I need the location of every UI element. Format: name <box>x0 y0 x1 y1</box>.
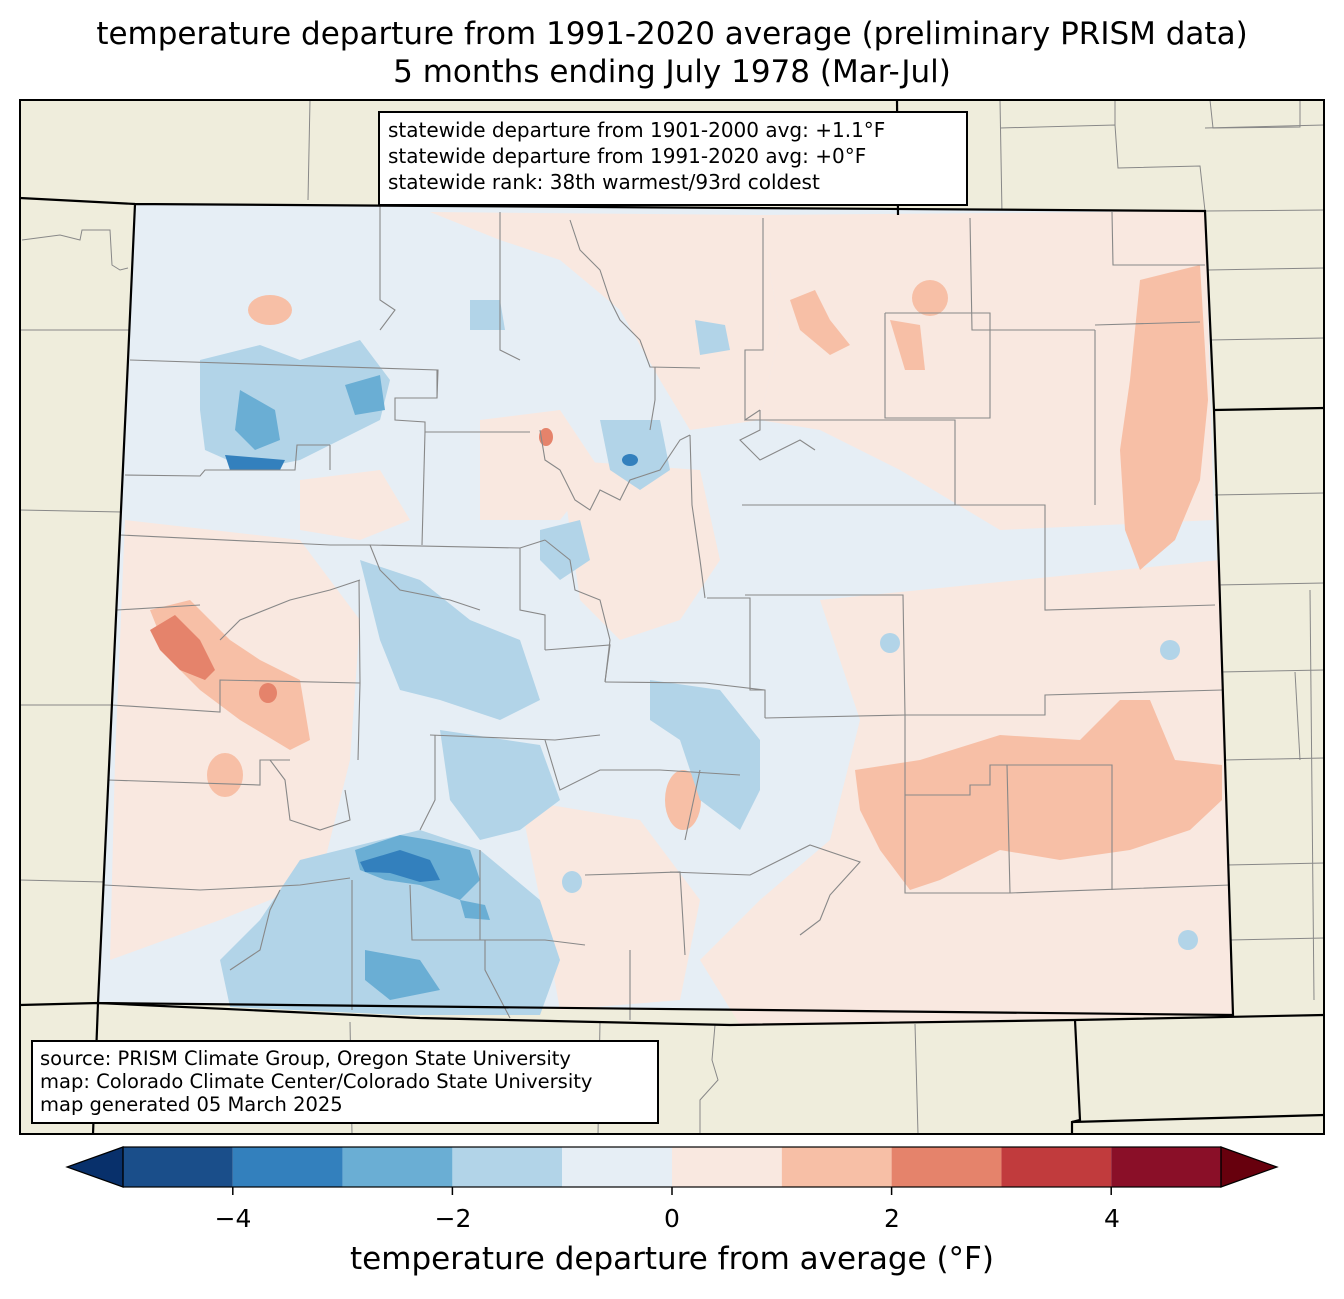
colorbar-bin <box>891 1147 1002 1187</box>
colorbar-label: temperature departure from average (°F) <box>350 1241 994 1277</box>
map-title: temperature departure from 1991-2020 ave… <box>96 16 1248 52</box>
stats-rank: statewide rank: 38th warmest/93rd coldes… <box>388 170 820 194</box>
map-frame <box>19 99 1325 1135</box>
statewide-stats-box: statewide departure from 1901-2000 avg: … <box>378 111 968 206</box>
colorbar-bin <box>672 1147 782 1187</box>
map-credit: map: Colorado Climate Center/Colorado St… <box>40 1070 593 1093</box>
colorbar-over-arrow <box>1220 1146 1279 1188</box>
colorbar-tick-label: 4 <box>1104 1204 1120 1233</box>
colorbar-bin <box>1111 1147 1221 1187</box>
colorbar-bin <box>1001 1147 1112 1187</box>
colorbar <box>65 1146 1279 1195</box>
colorbar-bin <box>562 1147 672 1187</box>
colorbar-tick-label: 2 <box>884 1204 900 1233</box>
colorbar-under-arrow <box>65 1146 124 1188</box>
colorbar-bin <box>781 1147 892 1187</box>
colorbar-tick-label: −2 <box>434 1204 472 1233</box>
source-credit: source: PRISM Climate Group, Oregon Stat… <box>40 1047 571 1070</box>
source-box: source: PRISM Climate Group, Oregon Stat… <box>31 1040 659 1124</box>
stats-departure-1991-2020: statewide departure from 1991-2020 avg: … <box>388 144 867 168</box>
colorbar-bin <box>342 1147 453 1187</box>
stats-departure-1901-2000: statewide departure from 1901-2000 avg: … <box>388 118 886 142</box>
colorbar-tick-label: 0 <box>664 1204 680 1233</box>
colorbar-bin <box>452 1147 563 1187</box>
map-subtitle: 5 months ending July 1978 (Mar-Jul) <box>393 54 951 90</box>
colorbar-bin <box>232 1147 343 1187</box>
cool-anomaly-areas <box>200 300 1198 1015</box>
colorbar-tick-label: −4 <box>214 1204 252 1233</box>
colorbar-bin <box>123 1147 233 1187</box>
county-lines <box>103 205 1231 1020</box>
warm-anomaly-areas <box>110 211 1233 1025</box>
map-generated-date: map generated 05 March 2025 <box>40 1093 343 1116</box>
